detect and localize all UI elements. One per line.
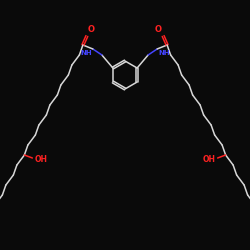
- Text: NH: NH: [80, 50, 92, 56]
- Text: O: O: [88, 25, 95, 34]
- Text: OH: OH: [202, 154, 215, 164]
- Text: OH: OH: [34, 154, 48, 164]
- Text: O: O: [155, 25, 162, 34]
- Text: NH: NH: [158, 50, 170, 56]
